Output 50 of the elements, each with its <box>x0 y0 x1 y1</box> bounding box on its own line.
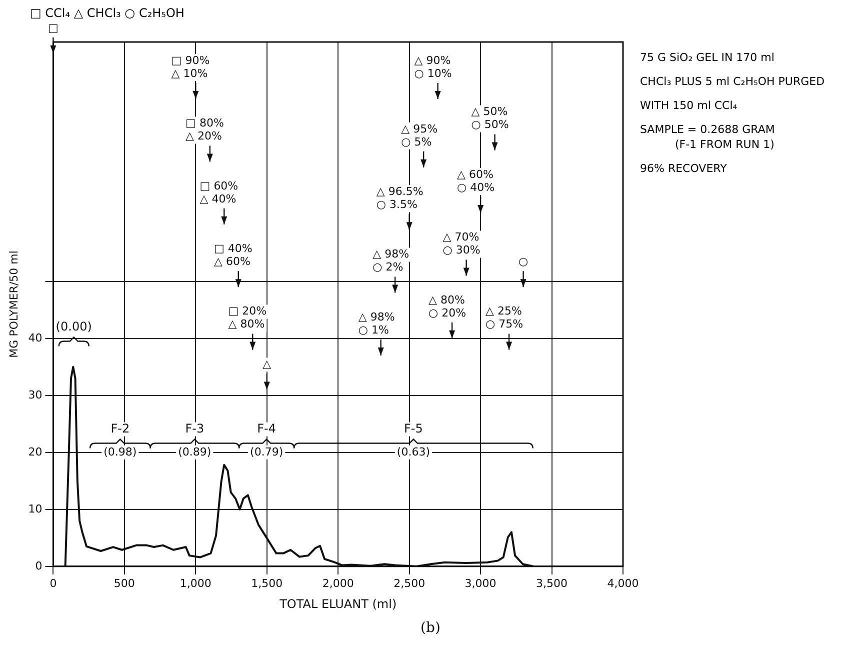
annotation: △ 96.5% ○ 3.5% <box>376 184 424 211</box>
annotation: (0.79) <box>250 445 284 458</box>
annotation: △ 90% ○ 10% <box>414 54 452 80</box>
x-axis-title: TOTAL ELUANT (ml) <box>278 596 397 611</box>
text: □ <box>48 21 58 34</box>
annotation: △ 50% ○ 50% <box>471 105 509 132</box>
x-tick-label: 1,500 <box>251 576 283 590</box>
x-tick-label: 0 <box>50 576 57 590</box>
annotation: F-5 <box>404 421 423 436</box>
annotation: △ 25% ○ 75% <box>485 304 524 331</box>
x-tick-label: 4,000 <box>607 576 639 590</box>
y-tick-label: 40 <box>28 331 42 344</box>
text: CHCl₃ PLUS 5 ml C₂H₅OH PURGED <box>640 74 825 89</box>
text: 75 G SiO₂ GEL IN 170 ml <box>640 50 776 65</box>
x-tick-label: 3,500 <box>536 576 568 590</box>
annotation: △ 98% ○ 1% <box>358 310 395 336</box>
text: 96% RECOVERY <box>640 161 728 176</box>
annotation: (0.00) <box>56 319 92 334</box>
y-tick-label: 20 <box>28 445 42 458</box>
annotation: △ 70% ○ 30% <box>442 230 480 257</box>
annotation: (0.89) <box>178 445 212 458</box>
annotation: (0.63) <box>396 445 430 458</box>
annotation: □ 20% △ 80% <box>228 304 267 331</box>
annotation: △ 60% ○ 40% <box>457 168 495 194</box>
annotation: (0.98) <box>104 445 137 458</box>
annotation: □ 80% △ 20% <box>186 116 224 143</box>
annotation: □ 60% △ 40% <box>200 179 238 206</box>
annotation: F-4 <box>257 421 276 436</box>
annotation: F-2 <box>110 421 130 436</box>
annotation: △ 95% ○ 5% <box>401 122 438 148</box>
text: SAMPLE = 0.2688 GRAM (F-1 FROM RUN 1) <box>640 122 776 152</box>
annotation: △ 80% ○ 20% <box>428 293 466 320</box>
annotation: △ 98% ○ 2% <box>372 248 410 274</box>
y-tick-label: 30 <box>28 388 42 402</box>
annotation: □ 40% △ 60% <box>214 242 252 268</box>
x-tick-label: 3,000 <box>464 576 496 590</box>
y-tick-label: 10 <box>28 502 42 516</box>
text: □ CCl₄ △ CHCl₃ ○ C₂H₅OH <box>30 6 184 20</box>
annotation: ○ <box>518 254 528 268</box>
y-tick-label: 0 <box>35 559 42 572</box>
x-tick-label: 1,000 <box>180 576 212 590</box>
x-tick-label: 2,000 <box>322 576 354 590</box>
text: (b) <box>420 620 442 636</box>
y-axis-title: MG POLYMER/50 ml <box>7 250 20 358</box>
annotation: □ 90% △ 10% <box>171 54 210 80</box>
text: WITH 150 ml CCl₄ <box>640 98 738 113</box>
annotation: △ <box>262 358 272 371</box>
x-tick-label: 2,500 <box>394 576 426 590</box>
annotation: F-3 <box>185 421 204 436</box>
x-tick-label: 500 <box>114 576 135 590</box>
